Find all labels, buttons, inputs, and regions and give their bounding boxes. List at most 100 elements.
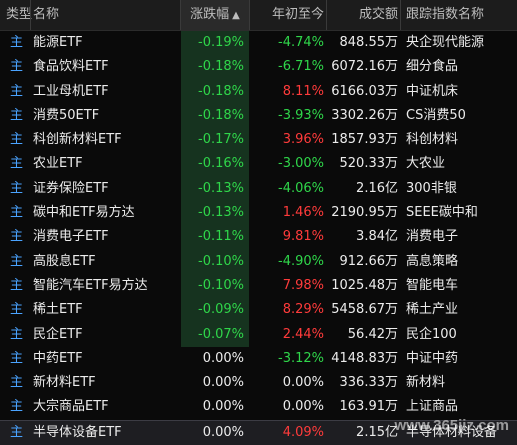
row-name[interactable]: 消费50ETF [33, 107, 100, 123]
table-row[interactable]: 主民企ETF -0.07% 2.44% 56.42万 民企100 [0, 322, 517, 347]
table-row[interactable]: 主碳中和ETF易方达 -0.13% 1.46% 2190.95万 SEEE碳中和 [0, 201, 517, 226]
table-row[interactable]: 主高股息ETF -0.10% -4.90% 912.66万 高息策略 [0, 249, 517, 274]
site-watermark: www.365jiz.com [394, 417, 510, 434]
change-cell-background [181, 31, 249, 56]
table-row[interactable]: 主证券保险ETF -0.13% -4.06% 2.16亿 300非银 [0, 176, 517, 202]
row-ytd: 1.46% [282, 205, 324, 221]
column-divider[interactable] [326, 0, 327, 30]
table-row[interactable]: 主工业母机ETF -0.18% 8.11% 6166.03万 中证机床 [0, 79, 517, 104]
change-cell-background [181, 225, 249, 250]
row-name[interactable]: 消费电子ETF [33, 229, 109, 245]
row-volume: 56.42万 [347, 326, 398, 342]
table-row[interactable]: 主中药ETF 0.00% -3.12% 4148.83万 中证中药 [0, 347, 517, 371]
row-index: 稀土产业 [406, 302, 459, 318]
row-volume: 520.33万 [339, 156, 399, 172]
row-index: 高息策略 [406, 253, 459, 269]
row-volume: 5458.67万 [331, 302, 398, 318]
change-cell-background [181, 322, 249, 347]
row-name[interactable]: 智能汽车ETF易方达 [33, 277, 148, 293]
header-index[interactable]: 跟踪指数名称 [406, 7, 485, 22]
row-name[interactable]: 农业ETF [33, 156, 83, 172]
row-volume: 2.16亿 [356, 180, 398, 196]
row-name[interactable]: 能源ETF [33, 35, 83, 50]
row-type: 主 [10, 107, 24, 123]
row-ytd: -3.93% [278, 107, 324, 123]
change-cell-background [181, 298, 249, 323]
row-change: -0.07% [198, 326, 244, 342]
row-name[interactable]: 高股息ETF [33, 253, 96, 269]
row-ytd: -6.71% [278, 59, 324, 75]
row-type: 主 [10, 399, 24, 415]
column-divider[interactable] [30, 0, 31, 30]
row-index: 细分食品 [406, 59, 459, 75]
row-index: 大农业 [406, 156, 446, 172]
table-row[interactable]: 主食品饮料ETF -0.18% -6.71% 6072.16万 细分食品 [0, 55, 517, 80]
row-ytd: -3.00% [278, 156, 324, 172]
row-change: -0.10% [198, 253, 244, 269]
row-ytd: -3.12% [278, 350, 324, 366]
row-index: 民企100 [406, 326, 457, 342]
table-row[interactable]: 主消费50ETF -0.18% -3.93% 3302.26万 CS消费50 [0, 103, 517, 129]
table-row[interactable]: 主新材料ETF 0.00% 0.00% 336.33万 新材料 [0, 371, 517, 395]
header-type[interactable]: 类型 [6, 7, 33, 22]
row-index: 上证商品 [406, 399, 459, 415]
sort-up-icon: ▲ [232, 10, 240, 21]
row-type: 主 [10, 277, 24, 293]
table-row[interactable]: 主科创新材料ETF -0.17% 3.96% 1857.93万 科创材料 [0, 128, 517, 153]
header-change-sorted[interactable]: 涨跌幅 ▲ [181, 0, 249, 30]
column-divider[interactable] [180, 0, 181, 30]
row-name[interactable]: 半导体设备ETF [33, 424, 122, 440]
row-type: 主 [10, 180, 24, 196]
row-volume: 848.55万 [339, 35, 399, 50]
row-volume: 6072.16万 [331, 59, 398, 75]
row-volume: 163.91万 [339, 399, 399, 415]
row-change: -0.11% [198, 229, 244, 245]
header-volume[interactable]: 成交额 [358, 7, 398, 22]
row-name[interactable]: 新材料ETF [33, 375, 96, 391]
row-volume: 912.66万 [339, 253, 399, 269]
row-name[interactable]: 证券保险ETF [33, 180, 109, 196]
row-ytd: 9.81% [282, 229, 324, 245]
row-change: -0.18% [198, 107, 244, 123]
row-ytd: -4.06% [278, 180, 324, 196]
row-ytd: 8.11% [282, 83, 324, 99]
row-index: 300非银 [406, 180, 457, 196]
row-change: -0.16% [198, 156, 244, 172]
change-cell-background [181, 273, 249, 299]
row-name[interactable]: 大宗商品ETF [33, 399, 109, 415]
header-change-label: 涨跌幅 [190, 7, 230, 22]
row-name[interactable]: 稀土ETF [33, 302, 83, 318]
row-name[interactable]: 碳中和ETF易方达 [33, 205, 135, 221]
header-ytd[interactable]: 年初至今 [271, 7, 324, 22]
column-divider[interactable] [400, 0, 401, 30]
row-index: 新材料 [406, 375, 446, 391]
header-name[interactable]: 名称 [33, 7, 60, 22]
row-name[interactable]: 民企ETF [33, 326, 83, 342]
row-type: 主 [10, 205, 24, 221]
row-type: 主 [10, 424, 24, 440]
row-name[interactable]: 工业母机ETF [33, 83, 109, 99]
row-index: 半导体材料设备 [406, 424, 498, 440]
row-type: 主 [10, 326, 24, 342]
row-index: 消费电子 [406, 229, 459, 245]
row-name[interactable]: 中药ETF [33, 350, 83, 366]
row-type: 主 [10, 59, 24, 75]
row-type: 主 [10, 35, 24, 50]
row-name[interactable]: 食品饮料ETF [33, 59, 109, 75]
row-ytd: 7.98% [282, 277, 324, 293]
row-type: 主 [10, 375, 24, 391]
row-ytd: 0.00% [282, 399, 324, 415]
row-ytd: 2.44% [282, 326, 324, 342]
table-row[interactable]: 主农业ETF -0.16% -3.00% 520.33万 大农业 [0, 152, 517, 177]
table-row[interactable]: 主能源ETF -0.19% -4.74% 848.55万 央企现代能源 [0, 31, 517, 56]
row-name[interactable]: 科创新材料ETF [33, 132, 122, 148]
column-divider[interactable] [249, 0, 250, 30]
table-row[interactable]: 主大宗商品ETF 0.00% 0.00% 163.91万 上证商品 [0, 395, 517, 419]
table-row[interactable]: 主稀土ETF -0.09% 8.29% 5458.67万 稀土产业 [0, 298, 517, 323]
table-row[interactable]: 主智能汽车ETF易方达 -0.10% 7.98% 1025.48万 智能电车 [0, 273, 517, 299]
table-row[interactable]: 主消费电子ETF -0.11% 9.81% 3.84亿 消费电子 [0, 225, 517, 250]
row-index: 智能电车 [406, 277, 459, 293]
row-index: 科创材料 [406, 132, 459, 148]
row-volume: 336.33万 [339, 375, 399, 391]
change-cell-background [181, 249, 249, 274]
